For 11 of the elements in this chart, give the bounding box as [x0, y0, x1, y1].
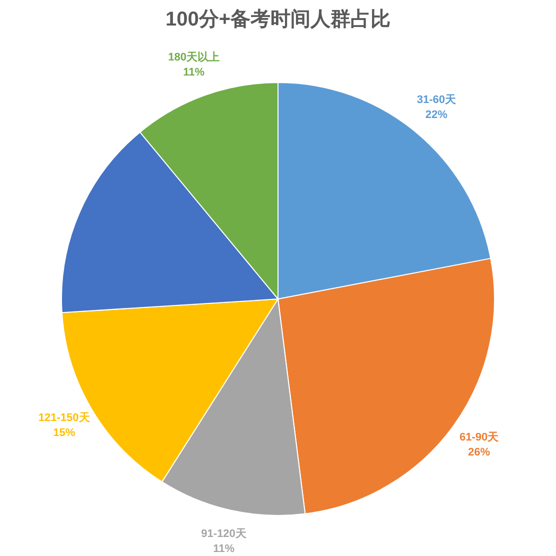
data-label: 22% [425, 109, 448, 122]
data-label: 15% [53, 427, 76, 440]
slice-label: 121-150天 [38, 412, 91, 424]
chart-title: 100分+备考时间人群占比 [165, 8, 391, 31]
slice-label: 31-60天 [416, 94, 457, 106]
data-label: 26% [468, 446, 490, 459]
data-label: 11% [213, 543, 235, 556]
slice-label: 180天以上 [168, 50, 220, 64]
slice-label: 61-90天 [459, 432, 500, 444]
data-label: 11% [183, 66, 205, 79]
slice-label: 91-120天 [201, 528, 248, 540]
